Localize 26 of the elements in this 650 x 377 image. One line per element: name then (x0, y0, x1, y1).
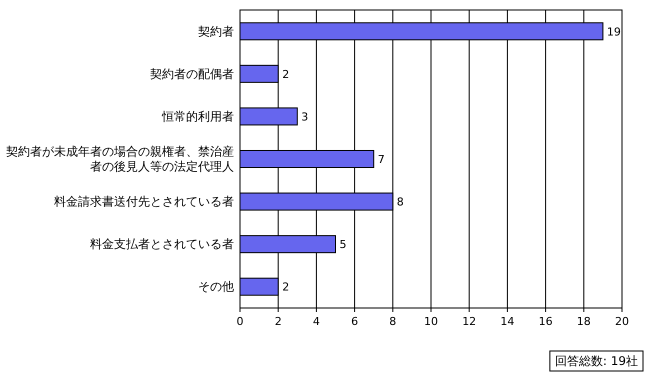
data-label: 8 (396, 196, 404, 209)
data-label: 5 (340, 238, 346, 252)
x-tick-label: 12 (462, 315, 476, 328)
x-tick-label: 10 (424, 315, 438, 328)
y-tick-label: 料金請求書送付先とされている者 (54, 194, 234, 209)
y-tick-label: 契約者 (198, 24, 234, 38)
x-tick-label: 16 (538, 315, 553, 328)
x-tick-label: 2 (274, 315, 282, 328)
x-tick-label: 8 (389, 315, 396, 328)
data-label: 3 (301, 110, 308, 124)
text: 回答総数: 19社 (554, 354, 638, 368)
y-tick-label: 契約者が未成年者の場合の親権者、禁治産者の後見人等の法定代理人 (6, 144, 234, 174)
x-tick-label: 20 (615, 315, 629, 328)
x-tick-label: 18 (576, 315, 591, 328)
x-tick-label: 14 (500, 315, 514, 328)
data-label: 7 (378, 153, 385, 166)
x-tick-label: 6 (351, 315, 358, 328)
x-tick-label: 0 (236, 315, 244, 328)
data-label: 2 (282, 68, 290, 81)
y-tick-label: 恒常的利用者 (161, 109, 234, 124)
x-tick-label: 4 (312, 315, 320, 328)
data-label: 19 (606, 25, 621, 38)
data-label: 2 (282, 280, 290, 294)
y-tick-label: その他 (198, 280, 234, 294)
y-tick-label: 契約者の配偶者 (150, 66, 234, 81)
y-tick-label: 料金支払者とされている者 (90, 237, 234, 252)
